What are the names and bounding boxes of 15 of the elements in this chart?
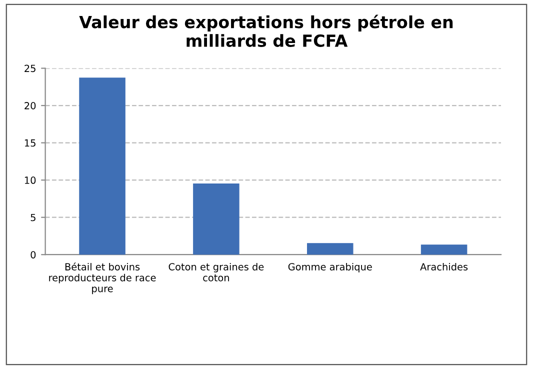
bar: [193, 183, 240, 255]
chart-title: Valeur des exportations hors pétrole en milliards de FCFA: [79, 14, 453, 47]
x-tick-label: Gomme arabique: [288, 262, 372, 272]
x-tick-label: Coton et graines de coton: [168, 262, 264, 282]
y-tick-label: 20: [24, 102, 36, 110]
bar: [420, 244, 468, 255]
y-tick-label: 15: [24, 139, 36, 147]
x-tick-label: Arachides: [420, 262, 468, 270]
y-tick-label: 25: [24, 64, 36, 72]
y-tick-label: 10: [24, 176, 36, 184]
x-tick-label: Bétail et bovins reproducteurs de race pure: [49, 262, 156, 294]
bar: [306, 243, 354, 255]
y-tick-label: 0: [30, 251, 36, 258]
bar: [79, 78, 126, 255]
y-tick-label: 5: [30, 214, 36, 222]
